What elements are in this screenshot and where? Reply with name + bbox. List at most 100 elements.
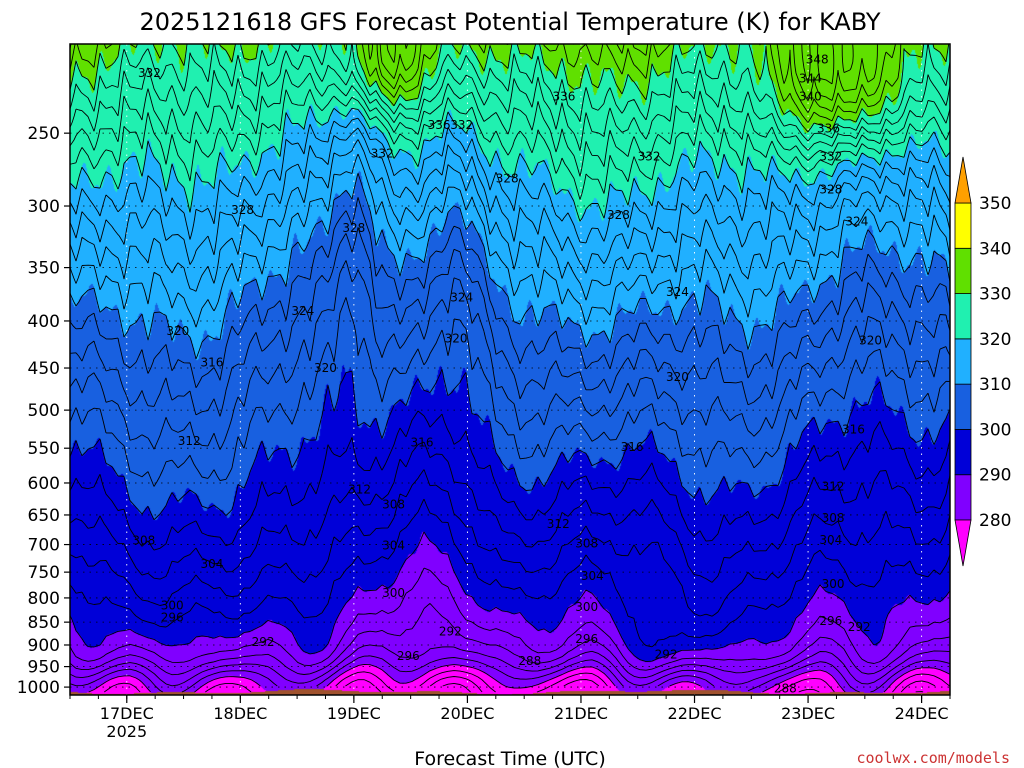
contour-label: 328 xyxy=(231,203,254,217)
credit-link[interactable]: coolwx.com/models xyxy=(856,749,1010,767)
y-tick-label: 600 xyxy=(28,474,60,494)
y-tick-label: 550 xyxy=(28,439,60,459)
contour-296 xyxy=(69,441,951,583)
contour-label: 324 xyxy=(845,215,868,229)
chart-title: 2025121618 GFS Forecast Potential Temper… xyxy=(139,8,880,36)
contour-label: 292 xyxy=(252,635,275,649)
contour-326 xyxy=(69,50,951,151)
contour-label: 316 xyxy=(411,435,434,449)
contour-label: 292 xyxy=(848,620,871,634)
contour-338 xyxy=(386,43,854,85)
contour-label: 312 xyxy=(822,479,845,493)
contour-label: 300 xyxy=(575,600,598,614)
y-tick-label: 400 xyxy=(28,312,60,332)
x-tick-label: 20DEC xyxy=(440,704,494,723)
contour-label: 296 xyxy=(575,632,598,646)
y-tick-label: 450 xyxy=(28,359,60,379)
contour-label: 332 xyxy=(819,149,842,163)
colorbar-over-arrow xyxy=(954,156,972,204)
colorbar-segment xyxy=(954,474,972,521)
contour-label: 320 xyxy=(445,332,468,346)
contour-label: 316 xyxy=(200,356,223,370)
colorbar-label: 330 xyxy=(979,285,1011,305)
contour-286 xyxy=(69,603,951,679)
colorbar-segment xyxy=(954,429,972,476)
colorbar-under-arrow xyxy=(954,519,972,567)
contour-label: 340 xyxy=(799,89,822,103)
y-tick-label: 300 xyxy=(28,197,60,217)
contour-label: 308 xyxy=(822,511,845,525)
contour-label: 300 xyxy=(161,598,184,612)
contour-label: 328 xyxy=(607,208,630,222)
y-tick-label: 700 xyxy=(28,536,60,556)
colorbar-segment xyxy=(954,293,972,340)
colorbar-segment xyxy=(954,383,972,430)
y-axis: 250 300 350 400 450 500 550 600 650 700 750 800 850 9… xyxy=(17,124,70,698)
colorbar-label: 350 xyxy=(979,194,1011,214)
contour-label: 304 xyxy=(382,539,405,553)
y-tick-label: 650 xyxy=(28,506,60,526)
contour-label: 296 xyxy=(819,614,842,628)
y-tick-label: 800 xyxy=(28,589,60,609)
x-axis-label: Forecast Time (UTC) xyxy=(414,748,605,768)
contour-276 xyxy=(345,676,936,693)
colorbar-label: 280 xyxy=(979,511,1011,531)
contour-336 xyxy=(379,43,878,102)
y-tick-label: 900 xyxy=(28,636,60,656)
contour-label: 328 xyxy=(342,221,365,235)
x-tick-label: 19DEC xyxy=(327,704,381,723)
colorbar-label: 310 xyxy=(979,375,1011,395)
contour-label: 332 xyxy=(371,146,394,160)
contour-324 xyxy=(69,69,951,177)
colorbar-label: 290 xyxy=(979,466,1011,486)
y-tick-label: 350 xyxy=(28,259,60,279)
y-tick-label: 250 xyxy=(28,124,60,144)
x-tick-label: 18DEC xyxy=(213,704,267,723)
x-tick-label: 23DEC xyxy=(781,704,835,723)
contour-label: 320 xyxy=(166,324,189,338)
contour-label: 304 xyxy=(819,533,842,547)
contour-label: 308 xyxy=(382,497,405,511)
contour-label: 316 xyxy=(842,423,865,437)
contour-label: 344 xyxy=(799,71,822,85)
gridlines xyxy=(70,44,950,695)
colorbar: 280 290 300 310 320 330 340 350 xyxy=(954,156,1011,567)
contour-label: 332 xyxy=(450,118,473,132)
x-tick-label: 22DEC xyxy=(668,704,722,723)
y-tick-label: 950 xyxy=(28,658,60,678)
contour-label: 332 xyxy=(138,66,161,80)
colorbar-segment xyxy=(954,202,972,249)
contour-280 xyxy=(88,663,951,693)
contour-label: 312 xyxy=(547,517,570,531)
contour-322 xyxy=(69,89,951,200)
contour-label: 300 xyxy=(822,577,845,591)
contour-294 xyxy=(69,469,951,617)
contour-lines xyxy=(69,43,951,693)
contour-label: 300 xyxy=(382,586,405,600)
y-tick-label: 750 xyxy=(28,563,60,583)
contour-label: 324 xyxy=(291,304,314,318)
contour-288 xyxy=(69,567,951,671)
contour-label: 336 xyxy=(817,121,840,135)
contour-label: 292 xyxy=(439,624,462,638)
contour-label: 324 xyxy=(450,290,473,304)
contour-label: 320 xyxy=(859,333,882,347)
colorbar-label: 300 xyxy=(979,420,1011,440)
contour-label: 308 xyxy=(132,534,155,548)
x-tick-sublabel: 2025 xyxy=(106,722,147,741)
contour-label: 288 xyxy=(518,654,541,668)
contour-306 xyxy=(69,227,951,417)
contour-label: 320 xyxy=(666,370,689,384)
contour-label: 336 xyxy=(552,89,575,103)
colorbar-segment xyxy=(954,247,972,294)
contour-label: 296 xyxy=(161,610,184,624)
contour-label: 312 xyxy=(348,483,371,497)
x-tick-label: 24DEC xyxy=(895,704,949,723)
contour-320 xyxy=(69,105,951,222)
contour-label: 328 xyxy=(819,183,842,197)
contour-label: 312 xyxy=(178,434,201,448)
contour-310 xyxy=(69,173,951,360)
contour-282 xyxy=(69,655,951,693)
